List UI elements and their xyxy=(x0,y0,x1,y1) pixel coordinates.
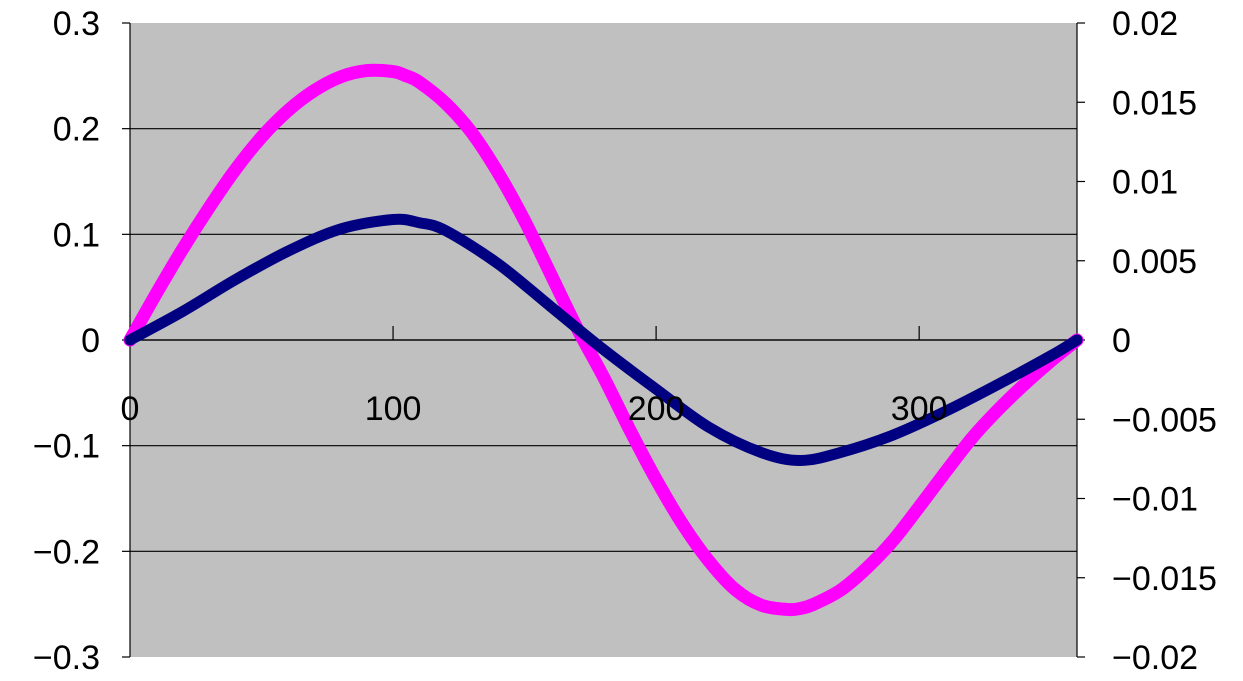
y-left-tick-label: 0.3 xyxy=(53,5,100,43)
y-right-tick-label: −0.01 xyxy=(1112,481,1198,519)
y-right-tick-label: −0.005 xyxy=(1112,401,1217,439)
y-left-tick-label: 0.2 xyxy=(53,111,100,149)
series-line-1 xyxy=(123,63,1084,617)
x-tick-label: 200 xyxy=(628,390,685,428)
y-left-tick-label: −0.2 xyxy=(33,533,100,571)
x-tick-label: 0 xyxy=(121,390,140,428)
y-right-tick-label: 0.01 xyxy=(1112,164,1178,202)
tick-labels: 0.3 0.2 0.1 0 −0.1 −0.2 −0.3 0.02 0.015 0.01 0.005… xyxy=(33,5,1217,677)
y-right-tick-label: 0.015 xyxy=(1112,84,1197,122)
y-right-tick-label: 0.005 xyxy=(1112,243,1197,281)
x-tick-label: 100 xyxy=(365,390,422,428)
y-right-tick-label: −0.02 xyxy=(1112,639,1198,677)
y-left-tick-label: −0.3 xyxy=(33,639,100,677)
series-line-2 xyxy=(124,213,1083,466)
y-right-tick-label: 0.02 xyxy=(1112,5,1178,43)
y-right-tick-label: 0 xyxy=(1112,322,1131,360)
y-left-tick-label: 0 xyxy=(81,322,100,360)
y-right-tick-label: −0.015 xyxy=(1112,560,1217,598)
y-left-tick-label: 0.1 xyxy=(53,216,100,254)
x-tick-label: 300 xyxy=(891,390,948,428)
y-left-tick-label: −0.1 xyxy=(33,428,100,466)
series-layer xyxy=(123,63,1084,617)
